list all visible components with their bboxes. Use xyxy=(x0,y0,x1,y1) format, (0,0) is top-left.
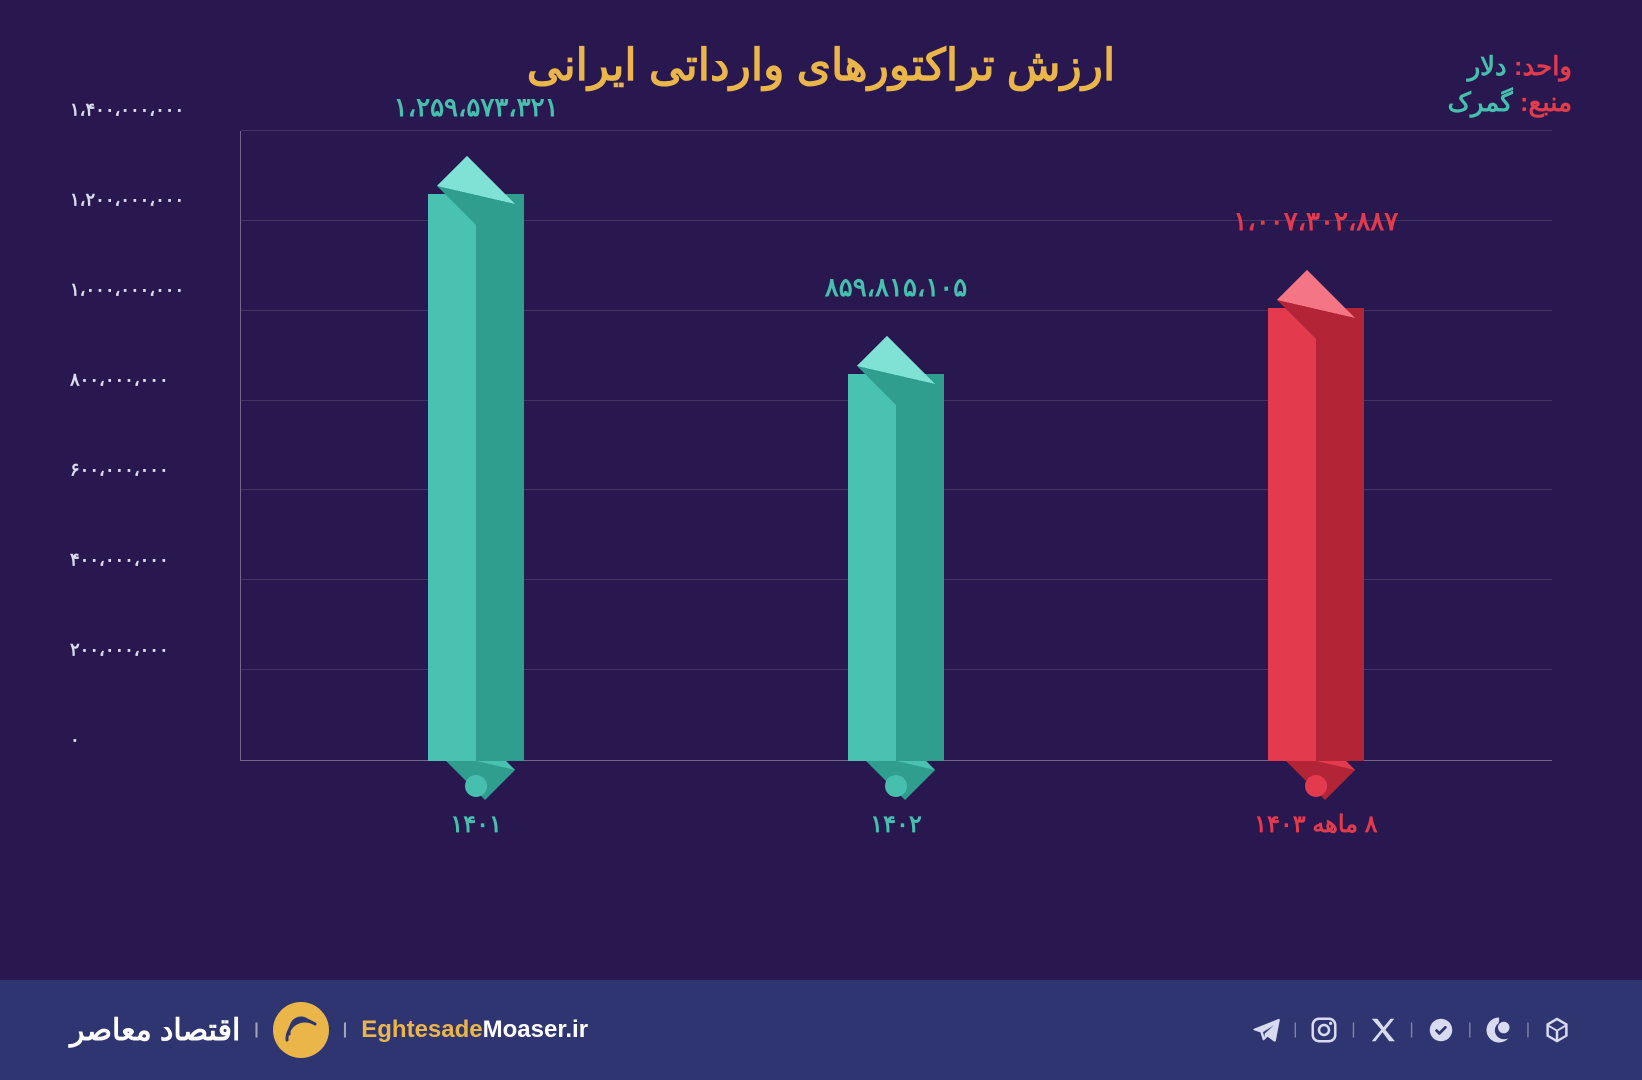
chart-meta: واحد: دلار منبع: گمرک xyxy=(1448,48,1572,121)
category-dot xyxy=(465,775,487,797)
brand-separator-1: | xyxy=(254,1021,258,1039)
rubika-icon[interactable] xyxy=(1542,1015,1572,1045)
y-tick-label: ۸۰۰،۰۰۰،۰۰۰ xyxy=(70,370,218,391)
chart-title: ارزش تراکتورهای وارداتی ایرانی xyxy=(70,40,1572,91)
bar-value-label: ۱،۰۰۷،۳۰۲،۸۸۷ xyxy=(1233,206,1398,237)
chart-area: واحد: دلار منبع: گمرک ارزش تراکتورهای وا… xyxy=(0,0,1642,980)
unit-value: دلار xyxy=(1468,51,1507,81)
y-tick-label: ۴۰۰،۰۰۰،۰۰۰ xyxy=(70,550,218,571)
brand-name: اقتصاد معاصر xyxy=(70,1013,240,1048)
bar-1 xyxy=(848,374,944,761)
y-tick-label: ۱،۰۰۰،۰۰۰،۰۰۰ xyxy=(70,280,218,301)
brand-url[interactable]: EghtesadeMoaser.ir xyxy=(361,1016,588,1044)
social-separator: | xyxy=(1351,1021,1355,1039)
y-tick-label: ۱،۲۰۰،۰۰۰،۰۰۰ xyxy=(70,190,218,211)
social-separator: | xyxy=(1410,1021,1414,1039)
bar-value-label: ۱،۲۵۹،۵۷۳،۳۲۱ xyxy=(394,92,559,123)
y-axis-ticks: ۰ ۲۰۰،۰۰۰،۰۰۰ ۴۰۰،۰۰۰،۰۰۰ ۶۰۰،۰۰۰،۰۰۰ ۸۰۰،۰۰… xyxy=(70,131,230,761)
y-tick-label: ۶۰۰،۰۰۰،۰۰۰ xyxy=(70,460,218,481)
brand-url-part1: Eghtesade xyxy=(361,1016,482,1043)
social-separator: | xyxy=(1468,1021,1472,1039)
bars-layer: ۱،۲۵۹،۵۷۳،۳۲۱۸۵۹،۸۱۵،۱۰۵۱،۰۰۷،۳۰۲،۸۸۷ xyxy=(240,131,1552,761)
social-separator: | xyxy=(1293,1021,1297,1039)
source-value: گمرک xyxy=(1448,87,1513,117)
unit-label: واحد: xyxy=(1514,51,1572,81)
bar-value-label: ۸۵۹،۸۱۵،۱۰۵ xyxy=(825,272,967,303)
bar-2 xyxy=(1268,308,1364,761)
social-separator: | xyxy=(1526,1021,1530,1039)
source-label: منبع: xyxy=(1520,87,1572,117)
instagram-icon[interactable] xyxy=(1309,1015,1339,1045)
bar-0 xyxy=(428,194,524,761)
bale-icon[interactable] xyxy=(1426,1015,1456,1045)
social-icons: | | | | | xyxy=(1251,1015,1572,1045)
y-tick-label: ۰ xyxy=(70,730,218,751)
infographic-canvas: واحد: دلار منبع: گمرک ارزش تراکتورهای وا… xyxy=(0,0,1642,1080)
plot-area: ۰ ۲۰۰،۰۰۰،۰۰۰ ۴۰۰،۰۰۰،۰۰۰ ۶۰۰،۰۰۰،۰۰۰ ۸۰۰،۰۰… xyxy=(70,131,1572,851)
brand-block: اقتصاد معاصر | | EghtesadeMoaser.ir xyxy=(70,1002,588,1058)
category-label: ۸ ماهه ۱۴۰۳ xyxy=(1254,810,1377,839)
brand-separator-2: | xyxy=(343,1021,347,1039)
y-tick-label: ۱،۴۰۰،۰۰۰،۰۰۰ xyxy=(70,100,218,121)
category-label: ۱۴۰۲ xyxy=(870,810,922,839)
eitaa-icon[interactable] xyxy=(1484,1015,1514,1045)
brand-logo xyxy=(273,1002,329,1058)
category-dot xyxy=(1305,775,1327,797)
brand-url-part2: Moaser.ir xyxy=(483,1016,588,1043)
category-dot xyxy=(885,775,907,797)
x-icon[interactable] xyxy=(1368,1015,1398,1045)
telegram-icon[interactable] xyxy=(1251,1015,1281,1045)
y-tick-label: ۲۰۰،۰۰۰،۰۰۰ xyxy=(70,640,218,661)
category-label: ۱۴۰۱ xyxy=(450,810,502,839)
brand-logo-icon xyxy=(281,1010,321,1050)
footer-bar: اقتصاد معاصر | | EghtesadeMoaser.ir xyxy=(0,980,1642,1080)
